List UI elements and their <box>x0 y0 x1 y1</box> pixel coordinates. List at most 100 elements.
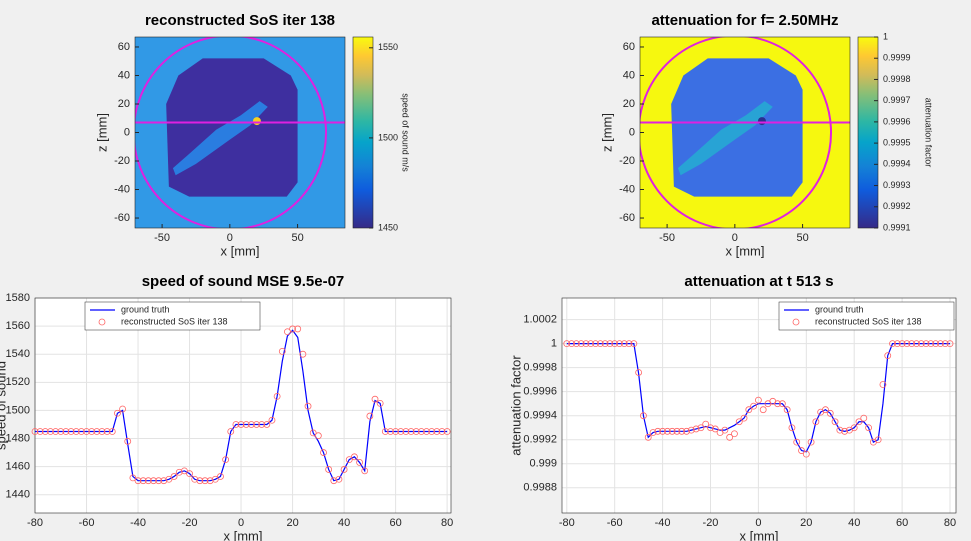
y-tick-label: 1500 <box>6 404 30 416</box>
legend-label: reconstructed SoS iter 138 <box>815 316 922 326</box>
y-tick-label: 40 <box>118 69 130 81</box>
y-tick-label: -40 <box>619 183 635 195</box>
y-tick-label: -40 <box>114 183 130 195</box>
data-point <box>412 428 420 435</box>
data-point <box>402 428 410 435</box>
colorbar-label: speed of sound m/s <box>401 93 411 172</box>
x-tick-label: 50 <box>796 232 808 244</box>
data-point <box>683 427 690 435</box>
x-tick-label: -60 <box>607 517 623 529</box>
data-point <box>237 421 245 428</box>
x-axis-label: x [mm] <box>221 243 260 258</box>
y-tick-label: 0 <box>629 126 635 138</box>
data-point <box>812 418 820 426</box>
data-point <box>47 428 54 435</box>
data-point <box>941 340 949 348</box>
colorbar-tick-label: 0.9997 <box>883 95 911 105</box>
data-point <box>273 392 281 400</box>
y-tick-label: 60 <box>118 41 130 53</box>
data-point <box>299 350 307 358</box>
y-tick-label: 0 <box>124 126 130 138</box>
data-point <box>654 427 662 435</box>
x-tick-label: -80 <box>559 517 575 529</box>
colorbar-tick-label: 1500 <box>378 132 398 142</box>
data-point <box>77 428 85 435</box>
data-point <box>201 477 209 485</box>
x-tick-label: 20 <box>800 517 812 529</box>
data-point <box>640 412 647 420</box>
data-point <box>356 459 363 466</box>
data-point <box>860 414 868 422</box>
plot-area <box>35 298 451 513</box>
data-point <box>659 427 666 435</box>
data-point <box>898 340 906 348</box>
y-tick-label: 0.999 <box>529 458 557 470</box>
y-tick-label: 1560 <box>6 320 30 332</box>
data-point <box>67 428 75 435</box>
data-point <box>186 470 193 478</box>
data-point <box>88 428 96 435</box>
chart-title: attenuation for f= 2.50MHz <box>651 12 838 29</box>
data-point <box>222 456 230 464</box>
data-point <box>826 409 834 417</box>
colorbar-tick-label: 1 <box>883 31 888 41</box>
y-axis-label: attenuation factor <box>508 355 523 456</box>
data-point <box>361 467 369 475</box>
x-tick-label: -40 <box>130 517 146 529</box>
y-tick-label: 0.9994 <box>523 410 557 422</box>
data-point <box>428 428 436 435</box>
y-tick-label: 1460 <box>6 461 30 473</box>
x-tick-label: 80 <box>441 517 453 529</box>
data-point <box>946 340 954 348</box>
data-point <box>726 433 734 441</box>
data-point <box>735 418 743 426</box>
data-point <box>381 428 389 435</box>
data-point <box>150 477 157 485</box>
data-point <box>433 428 441 435</box>
axes-box <box>34 297 452 514</box>
data-point <box>206 477 214 485</box>
x-tick-label: -20 <box>182 517 198 529</box>
data-point <box>41 428 49 435</box>
data-point <box>98 428 106 435</box>
data-point <box>227 428 235 435</box>
y-tick-label: 1440 <box>6 489 30 501</box>
data-point <box>874 436 882 444</box>
data-point <box>884 352 892 360</box>
data-point <box>778 400 786 408</box>
data-point <box>325 466 333 473</box>
data-point <box>263 421 271 428</box>
y-tick-label: 40 <box>623 69 635 81</box>
data-point <box>922 340 930 348</box>
data-point <box>417 428 425 435</box>
data-point <box>320 449 327 456</box>
data-point <box>697 424 705 432</box>
data-point <box>340 466 348 473</box>
roi-circle <box>640 37 833 228</box>
y-tick-label: -20 <box>619 155 635 167</box>
y-tick-label: -60 <box>619 212 635 224</box>
colorbar-tick-label: 0.9995 <box>883 137 911 147</box>
inclusion <box>757 117 766 126</box>
x-axis-label: x [mm] <box>726 243 765 258</box>
data-point <box>745 406 753 414</box>
data-point <box>175 468 183 476</box>
data-point <box>692 425 700 433</box>
data-point <box>335 475 343 483</box>
y-tick-label: 0.9988 <box>523 482 557 494</box>
y-tick-label: 1580 <box>6 292 30 304</box>
y-tick-label: 60 <box>623 41 635 53</box>
axes-box <box>561 297 957 514</box>
x-tick-label: 40 <box>338 517 350 529</box>
legend-box <box>778 301 955 331</box>
data-point <box>284 328 291 336</box>
legend-marker <box>98 318 106 326</box>
data-point <box>625 340 633 348</box>
data-point <box>774 400 781 408</box>
data-point <box>103 428 111 435</box>
data-point <box>668 427 676 435</box>
x-tick-label: 0 <box>732 232 738 244</box>
data-point <box>783 406 791 414</box>
data-point <box>119 405 126 413</box>
data-point <box>673 427 681 435</box>
